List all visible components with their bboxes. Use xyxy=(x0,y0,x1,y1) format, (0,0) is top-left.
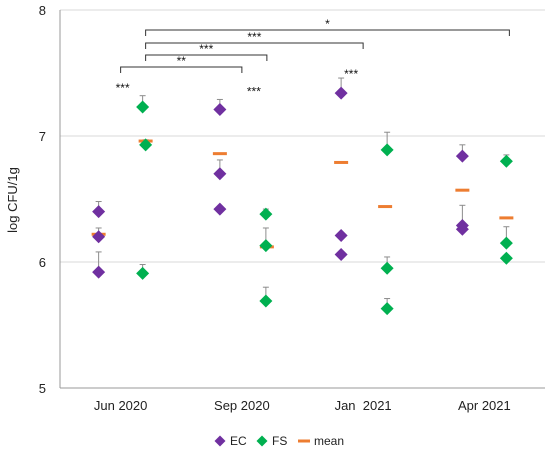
bracket-label: ** xyxy=(177,54,187,68)
point-fs xyxy=(259,207,273,221)
significance-annotations: *** *** *** xyxy=(116,67,359,99)
point-fs xyxy=(259,239,273,253)
point-fs xyxy=(136,266,150,280)
axes xyxy=(59,10,545,389)
point-fs xyxy=(499,154,513,168)
significance-label: *** xyxy=(116,81,130,95)
point-fs xyxy=(380,143,394,157)
point-ec xyxy=(334,86,348,100)
legend-marker-fs xyxy=(256,435,268,447)
point-fs xyxy=(380,302,394,316)
legend-label: mean xyxy=(314,434,344,448)
point-fs xyxy=(136,100,150,114)
x-tick-label: Apr 2021 xyxy=(458,398,511,413)
y-tick-labels: 5 6 7 8 xyxy=(39,3,46,396)
mean-markers xyxy=(91,139,514,249)
significance-bracket xyxy=(145,29,510,36)
point-ec xyxy=(455,149,469,163)
point-ec xyxy=(213,202,227,216)
point-ec xyxy=(455,222,469,236)
legend-label: EC xyxy=(230,434,247,448)
x-tick-label: Jan 2021 xyxy=(335,398,392,413)
legend-marker-ec xyxy=(214,435,226,447)
y-tick-label: 7 xyxy=(39,129,46,144)
point-fs xyxy=(499,251,513,265)
point-ec xyxy=(334,229,348,243)
bracket-label: * xyxy=(325,17,330,31)
y-tick-label: 6 xyxy=(39,255,46,270)
legend: EC FS mean xyxy=(214,434,344,448)
x-tick-label: Jun 2020 xyxy=(94,398,148,413)
bracket-label: *** xyxy=(247,30,261,44)
significance-bracket xyxy=(120,66,243,73)
gridlines xyxy=(60,9,545,263)
x-tick-label: Sep 2020 xyxy=(214,398,270,413)
point-fs xyxy=(139,138,153,152)
x-tick-labels: Jun 2020 Sep 2020 Jan 2021 Apr 2021 xyxy=(94,398,511,413)
y-tick-label: 8 xyxy=(39,3,46,18)
significance-label: *** xyxy=(247,85,261,99)
data-points xyxy=(92,86,513,316)
point-ec xyxy=(213,167,227,181)
significance-bracket xyxy=(145,42,364,49)
point-ec xyxy=(92,265,106,279)
y-axis-title: log CFU/1g xyxy=(5,167,20,233)
point-ec xyxy=(213,103,227,117)
point-fs xyxy=(380,261,394,275)
point-ec xyxy=(92,205,106,219)
point-fs xyxy=(259,294,273,308)
significance-bracket xyxy=(145,54,268,61)
legend-label: FS xyxy=(272,434,287,448)
y-tick-label: 5 xyxy=(39,381,46,396)
point-ec xyxy=(92,230,106,244)
bracket-label: *** xyxy=(199,42,213,56)
error-bars xyxy=(95,77,510,309)
significance-brackets: ********* xyxy=(120,17,510,73)
point-fs xyxy=(499,236,513,250)
significance-label: *** xyxy=(344,67,358,81)
point-ec xyxy=(334,247,348,261)
